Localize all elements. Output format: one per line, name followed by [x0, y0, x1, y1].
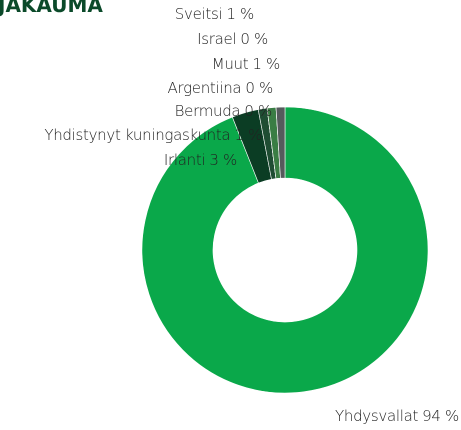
slice-label: Israel 0 %: [197, 30, 268, 48]
slice-name: Argentiina: [168, 79, 242, 97]
slice-name: Muut: [212, 55, 249, 73]
slice-name: Yhdysvallat: [335, 407, 418, 425]
slice-value: 1 %: [226, 5, 254, 23]
slice-label: Muut 1 %: [212, 55, 280, 73]
slice-label: Argentiina 0 %: [168, 79, 274, 97]
chart-title: JAKAUMA: [0, 0, 103, 17]
slice-label: Sveitsi 1 %: [175, 5, 254, 23]
slice-label: Bermuda 0 %: [175, 102, 272, 120]
slice-value: 3 %: [209, 151, 237, 169]
donut-slice: [141, 106, 429, 394]
slice-label: Yhdistynyt kuningaskunta 1 %: [44, 126, 262, 144]
slice-name: Sveitsi: [175, 5, 223, 23]
slice-value: 0 %: [240, 30, 268, 48]
slice-value: 1 %: [234, 126, 262, 144]
slice-value: 1 %: [252, 55, 280, 73]
slice-label: Yhdysvallat 94 %: [335, 407, 459, 425]
slice-value: 0 %: [245, 79, 273, 97]
slice-name: Yhdistynyt kuningaskunta: [44, 126, 230, 144]
slice-value: 0 %: [244, 102, 272, 120]
slice-name: Israel: [197, 30, 236, 48]
slice-name: Bermuda: [175, 102, 241, 120]
slice-name: Irlanti: [164, 151, 205, 169]
donut-slice: [275, 106, 286, 179]
slice-value: 94 %: [422, 407, 459, 425]
slice-label: Irlanti 3 %: [164, 151, 237, 169]
